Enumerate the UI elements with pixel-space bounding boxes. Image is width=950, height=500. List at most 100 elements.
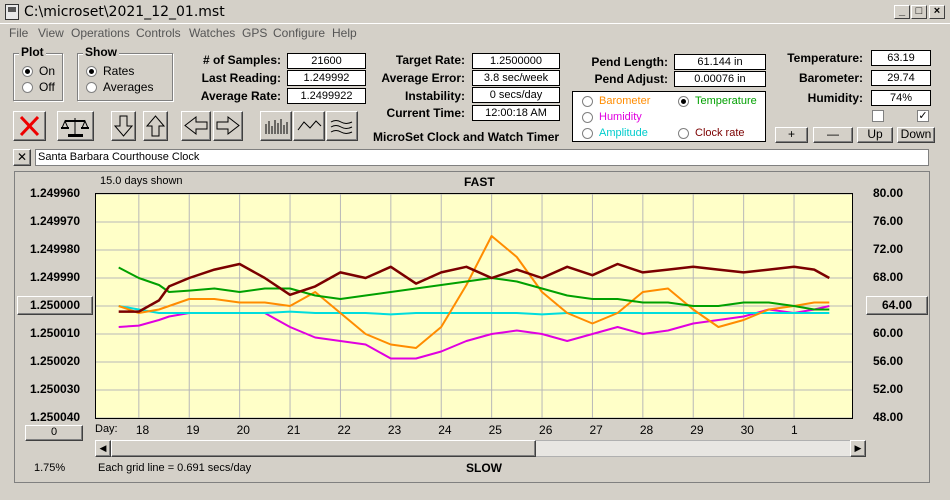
scroll-thumb[interactable] [111, 440, 536, 457]
samples-label: # of Samples: [202, 53, 281, 67]
plot-svg [96, 194, 852, 418]
current-time-value: 12:00:18 AM [472, 105, 560, 121]
plot-on-radio[interactable] [22, 66, 33, 77]
plus-button[interactable]: + [775, 127, 808, 143]
minimize-button[interactable]: _ [894, 5, 910, 19]
clock-name-input[interactable]: Santa Barbara Courthouse Clock [35, 149, 929, 166]
y-right-tick-label: 72.00 [873, 242, 904, 256]
checkbox-1[interactable] [872, 110, 884, 122]
x-tick-label: 28 [639, 423, 654, 437]
instability-label: Instability: [404, 89, 465, 103]
x-tick-label: 21 [287, 423, 301, 437]
plot-group-title: Plot [19, 45, 46, 59]
y-left-tick-label: 1.249970 [30, 214, 81, 228]
app-icon[interactable] [5, 4, 19, 20]
y-right-tick-label: 52.00 [873, 382, 904, 396]
pend-adjust-value[interactable]: 0.00076 in [674, 71, 766, 87]
offset-box[interactable]: 0 [25, 425, 83, 441]
x-tick-label: 27 [589, 423, 603, 437]
arrow-up-icon [145, 115, 166, 137]
menu-bar: File View Operations Controls Watches GP… [0, 24, 950, 42]
left-axis-selected[interactable]: 1.250000 [17, 296, 93, 315]
average-error-label: Average Error: [381, 71, 465, 85]
amplitude-label: Amplitude [599, 127, 648, 139]
plot-off-label: Off [39, 80, 55, 94]
show-averages-radio[interactable] [86, 82, 97, 93]
line-view-button[interactable] [293, 111, 325, 141]
menu-gps[interactable]: GPS [242, 26, 268, 40]
arrow-right-icon [216, 115, 240, 136]
plot-off-radio[interactable] [22, 82, 33, 93]
show-rates-radio[interactable] [86, 66, 97, 77]
arrow-right-button[interactable] [213, 111, 243, 141]
plot-group [13, 53, 63, 101]
temperature-radio[interactable] [678, 96, 689, 107]
y-right-tick-label: 56.00 [873, 354, 904, 368]
down-button[interactable]: Down [897, 127, 935, 143]
y-left-tick-label: 1.250040 [30, 410, 81, 424]
clear-button[interactable] [13, 111, 46, 141]
arrow-down-icon [113, 115, 134, 137]
scroll-left-button[interactable]: ◀ [95, 440, 111, 457]
balance-button[interactable] [57, 111, 94, 141]
barometer-radio[interactable] [582, 96, 593, 107]
y-left-tick-label: 1.250010 [30, 326, 81, 340]
y-left-tick-label: 1.249980 [30, 242, 81, 256]
amplitude-radio[interactable] [582, 128, 593, 139]
slow-label: SLOW [466, 461, 502, 475]
y-left-tick-label: 1.249960 [30, 186, 81, 200]
x-tick-label: 24 [438, 423, 452, 437]
target-rate-value[interactable]: 1.2500000 [472, 53, 560, 69]
humidity-value: 74% [871, 90, 931, 106]
menu-watches[interactable]: Watches [189, 26, 236, 40]
temperature-value: 63.19 [871, 50, 931, 66]
menu-help[interactable]: Help [332, 26, 357, 40]
checkbox-2[interactable]: ✓ [917, 110, 929, 122]
bar-chart-icon [265, 119, 288, 134]
fast-label: FAST [464, 175, 495, 189]
humidity-field-label: Humidity: [807, 91, 863, 105]
wave-view-button[interactable] [326, 111, 358, 141]
grid-note: Each grid line = 0.691 secs/day [98, 462, 252, 474]
minus-button[interactable]: — [813, 127, 853, 143]
y-left-tick-label: 1.250030 [30, 382, 81, 396]
x-tick-label: 18 [135, 423, 150, 437]
menu-configure[interactable]: Configure [273, 26, 326, 40]
barometer-field-label: Barometer: [798, 71, 863, 85]
x-tick-label: 19 [186, 423, 200, 437]
bars-view-button[interactable] [260, 111, 292, 141]
close-window-button[interactable]: × [929, 5, 945, 19]
barometer-value: 29.74 [871, 70, 931, 86]
arrow-left-button[interactable] [181, 111, 211, 141]
average-rate-label: Average Rate: [200, 89, 281, 103]
y-left-tick-label: 1.250020 [30, 354, 81, 368]
instability-value: 0 secs/day [472, 87, 560, 103]
last-reading-value: 1.249992 [287, 70, 366, 86]
clear-name-button[interactable]: ✕ [13, 149, 31, 166]
x-tick-label: 1 [791, 423, 798, 437]
right-axis-selected[interactable]: 64.00 [866, 296, 928, 315]
average-rate-value: 1.2499922 [287, 88, 366, 104]
x-tick-label: 25 [488, 423, 502, 437]
title-bar: C:\microset\2021_12_01.mst _ □ × [0, 0, 950, 24]
humidity-radio[interactable] [582, 112, 593, 123]
clockrate-radio[interactable] [678, 128, 689, 139]
series-temperature [118, 266, 830, 311]
menu-operations[interactable]: Operations [71, 26, 130, 40]
maximize-button[interactable]: □ [911, 5, 927, 19]
wave-icon [330, 120, 353, 134]
menu-controls[interactable]: Controls [136, 26, 181, 40]
scroll-right-button[interactable]: ▶ [850, 440, 866, 457]
show-group-title: Show [83, 45, 119, 59]
target-rate-label: Target Rate: [395, 53, 465, 67]
y-right-tick-label: 48.00 [873, 410, 904, 424]
arrow-down-button[interactable] [111, 111, 136, 141]
up-button[interactable]: Up [857, 127, 893, 143]
arrow-up-button[interactable] [143, 111, 168, 141]
zoom-percent: 1.75% [34, 462, 66, 474]
menu-file[interactable]: File [9, 26, 29, 40]
menu-view[interactable]: View [38, 26, 64, 40]
pend-length-value[interactable]: 61.144 in [674, 54, 766, 70]
x-tick-label: 29 [690, 423, 704, 437]
x-tick-label: 26 [539, 423, 553, 437]
